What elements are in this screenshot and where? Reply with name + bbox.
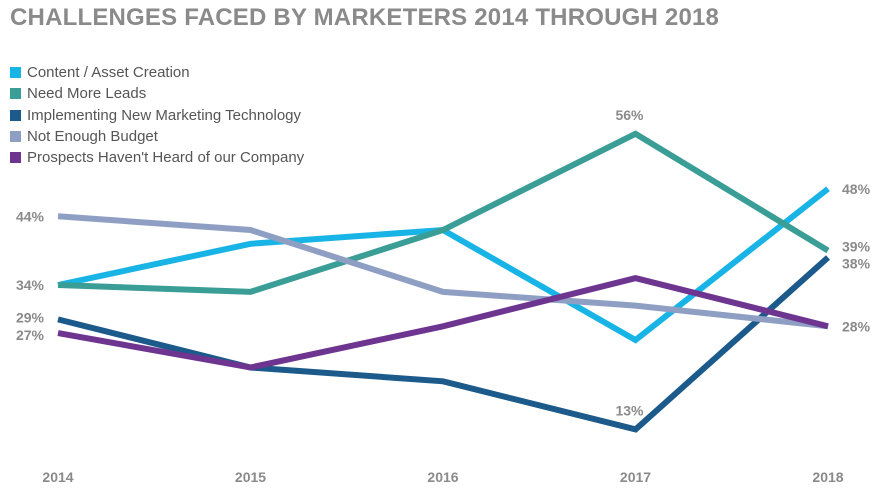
series-line-content-asset-creation	[57, 186, 830, 344]
legend-swatch	[10, 67, 21, 79]
data-label: 27%	[16, 327, 45, 343]
series-line-implementing-new-marketing-technology	[57, 255, 830, 433]
legend-swatch	[10, 131, 21, 143]
x-tick-label: 2017	[620, 469, 651, 485]
legend-label: Content / Asset Creation	[27, 64, 190, 82]
legend-label: Not Enough Budget	[27, 128, 158, 146]
legend-item-content-asset-creation: Content / Asset Creation	[10, 62, 304, 83]
data-label: 38%	[842, 256, 871, 272]
x-tick-label: 2014	[42, 469, 73, 485]
x-tick-label: 2018	[812, 469, 843, 485]
data-label: 39%	[842, 239, 871, 255]
legend-item-need-more-leads: Need More Leads	[10, 83, 304, 104]
data-label: 48%	[842, 181, 871, 197]
data-label: 34%	[16, 277, 45, 293]
legend: Content / Asset Creation Need More Leads I…	[10, 62, 304, 168]
legend-item-prospects-haven-t-heard-of-our-company: Prospects Haven't Heard of our Company	[10, 147, 304, 168]
legend-label: Prospects Haven't Heard of our Company	[27, 149, 305, 167]
data-label: 56%	[615, 107, 644, 123]
data-label: 44%	[16, 208, 45, 224]
x-tick-label: 2016	[427, 469, 458, 485]
series-line-need-more-leads	[57, 130, 830, 295]
legend-label: Implementing New Marketing Technology	[27, 106, 302, 124]
data-label: 13%	[615, 402, 644, 418]
legend-swatch	[10, 88, 21, 100]
x-tick-label: 2015	[235, 469, 266, 485]
chart-title: CHALLENGES FACED BY MARKETERS 2014 THROU…	[10, 4, 720, 31]
legend-item-implementing-new-marketing-technology: Implementing New Marketing Technology	[10, 105, 304, 126]
legend-item-not-enough-budget: Not Enough Budget	[10, 126, 304, 147]
data-label: 29%	[16, 309, 45, 325]
legend-swatch	[10, 109, 21, 121]
series-line-not-enough-budget	[57, 213, 829, 330]
legend-swatch	[10, 152, 21, 164]
legend-label: Need More Leads	[27, 85, 147, 103]
data-label: 28%	[842, 318, 871, 334]
series-line-prospects-haven-t-heard-of-our-company	[57, 275, 829, 371]
